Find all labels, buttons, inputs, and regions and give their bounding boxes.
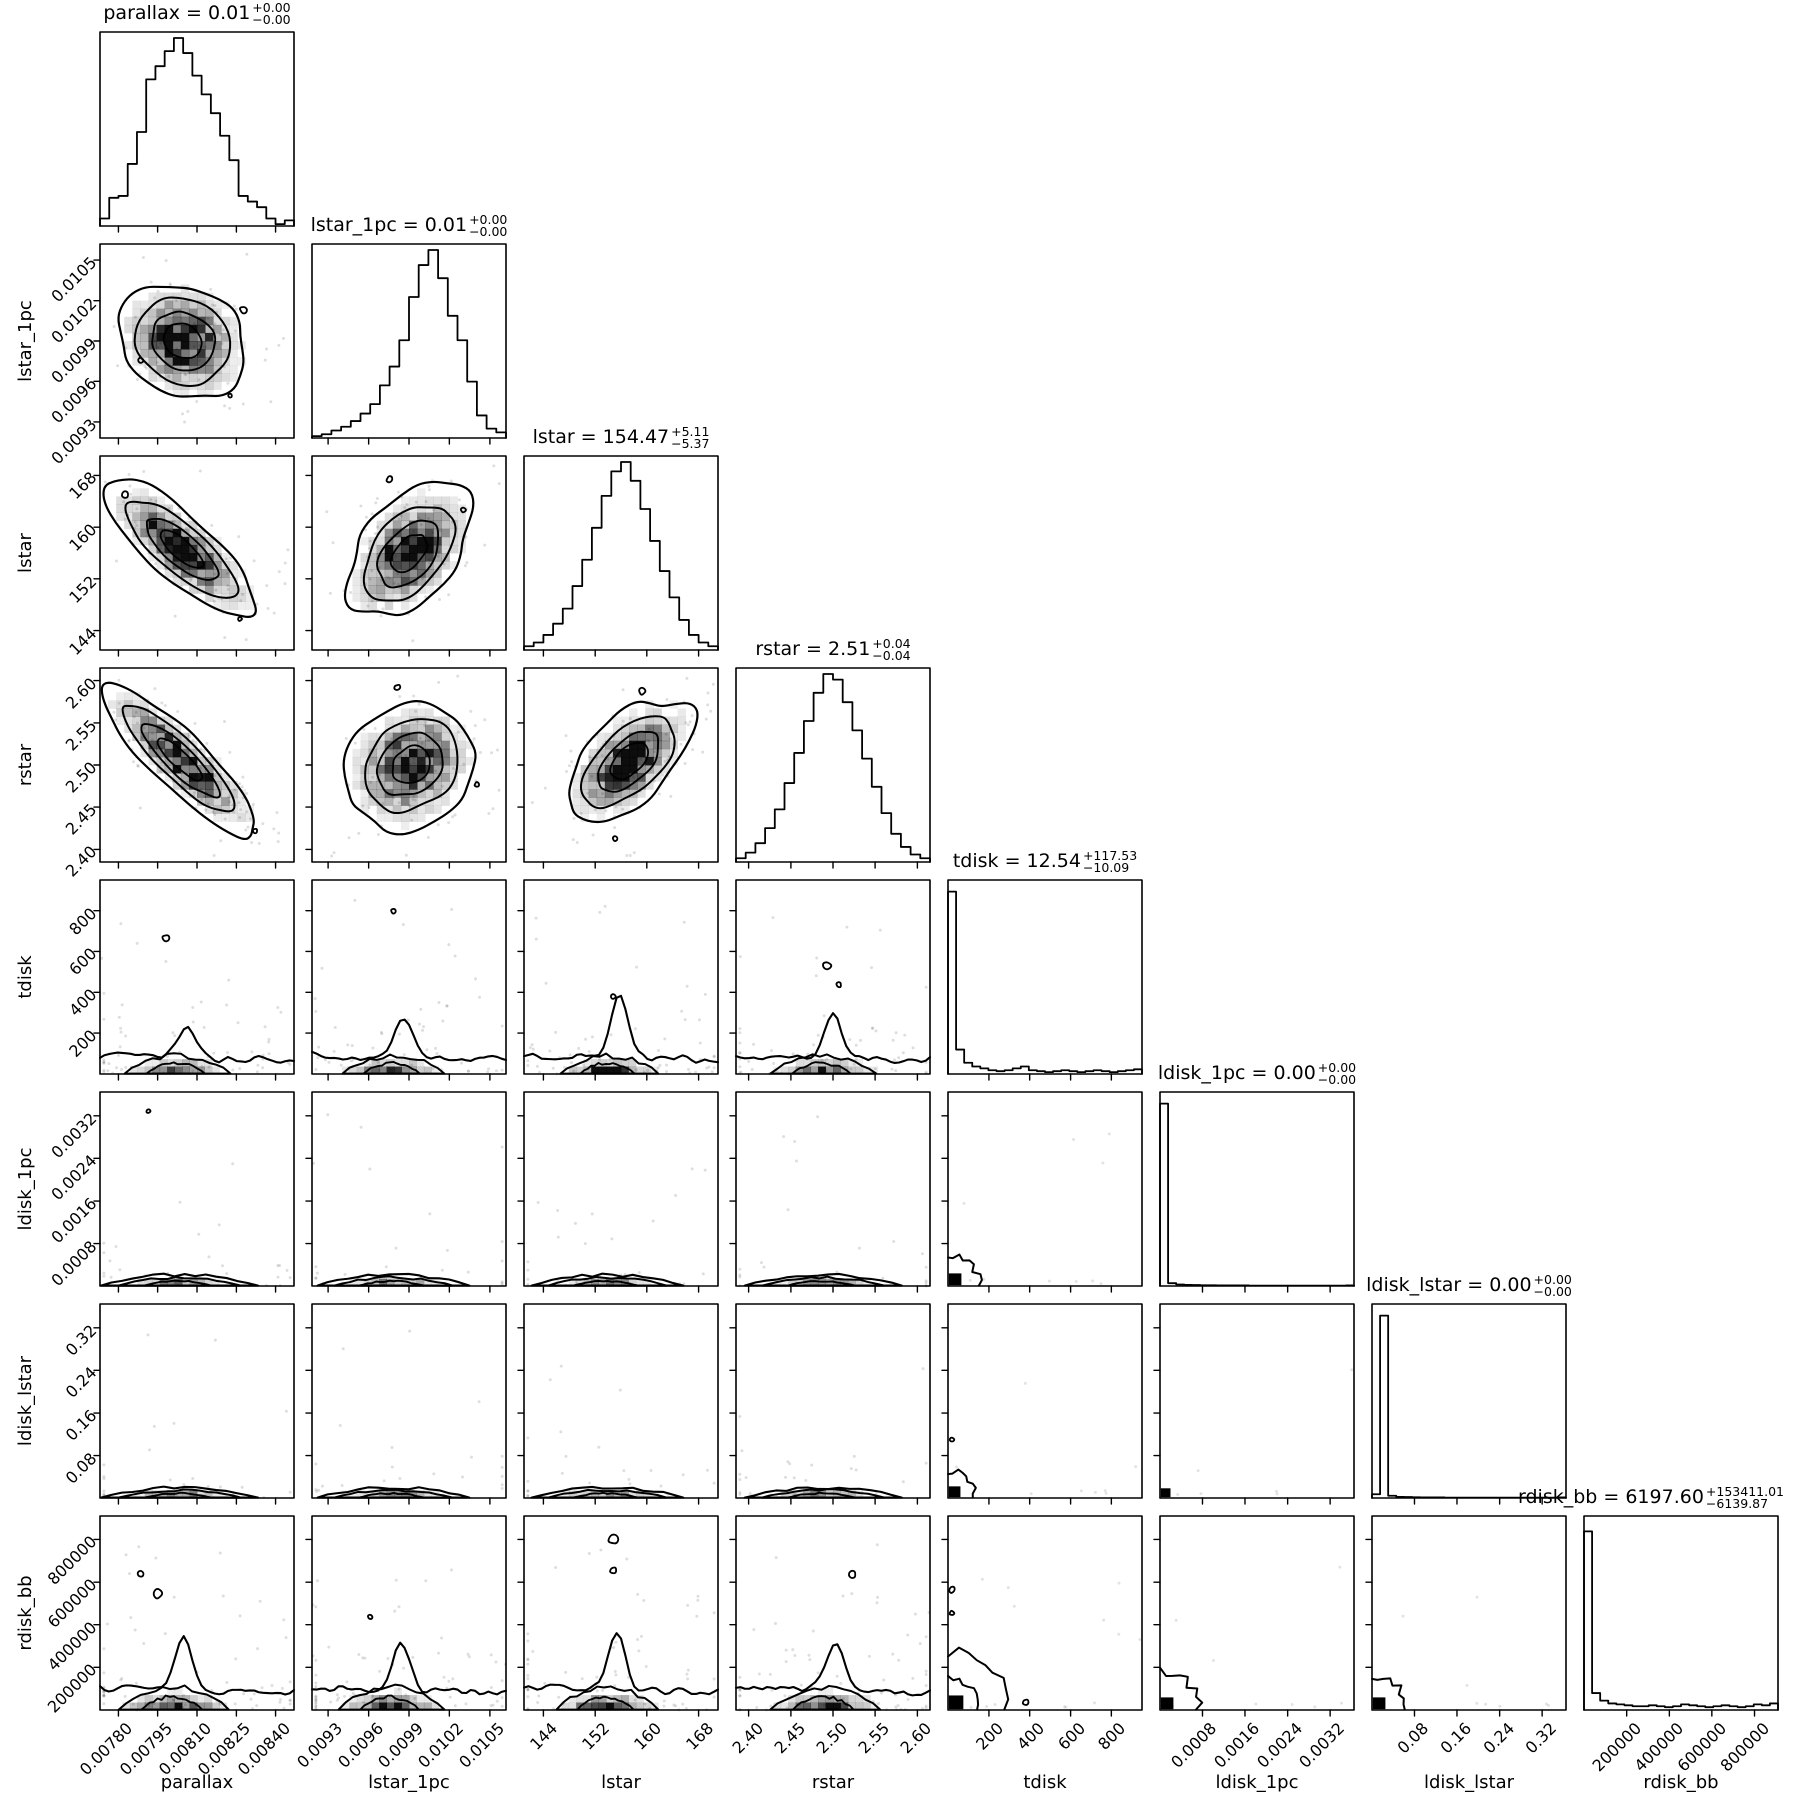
minus-error-text: −6139.87 xyxy=(1705,1496,1769,1511)
density-panel-lstar-vs-ldisk_1pc xyxy=(516,1090,726,1300)
density-panel-tdisk-vs-ldisk_lstar xyxy=(940,1302,1150,1512)
density-panel-lstar_1pc-vs-rdisk_bb xyxy=(304,1514,514,1724)
param-uncertainty-stack: +117.53 −10.09 xyxy=(1082,848,1138,875)
density-panel-parallax-vs-ldisk_lstar xyxy=(92,1302,302,1512)
density-panel-tdisk-vs-ldisk_1pc xyxy=(940,1090,1150,1300)
hist-panel-rstar xyxy=(728,666,938,876)
param-title-text: tdisk = 12.54 xyxy=(952,850,1081,872)
plus-error-text: +0.00 xyxy=(1533,1272,1572,1287)
minus-error-text: −10.09 xyxy=(1082,860,1130,875)
param-title-text: rstar = 2.51 xyxy=(755,638,871,660)
density-panel-rstar-vs-tdisk xyxy=(728,878,938,1088)
plus-error-text: +0.04 xyxy=(872,636,911,651)
hist-panel-lstar_1pc xyxy=(304,242,514,452)
param-title-text: parallax = 0.01 xyxy=(103,2,251,24)
hist-panel-lstar xyxy=(516,454,726,664)
plus-error-text: +117.53 xyxy=(1082,848,1138,863)
param-title-lstar: lstar = 154.47 +5.11 −5.37 xyxy=(483,424,759,451)
minus-error-text: −0.00 xyxy=(469,224,508,239)
plus-error-text: +5.11 xyxy=(671,424,710,439)
density-panel-parallax-vs-tdisk xyxy=(92,878,302,1088)
density-panel-lstar-vs-rstar xyxy=(516,666,726,876)
minus-error-text: −0.00 xyxy=(252,12,291,27)
density-panel-parallax-vs-lstar_1pc xyxy=(92,242,302,452)
plus-error-text: +0.00 xyxy=(1317,1060,1357,1075)
param-title-ldisk_lstar: ldisk_lstar = 0.00 +0.00 −0.00 xyxy=(1331,1272,1607,1299)
hist-panel-rdisk_bb xyxy=(1576,1514,1786,1724)
density-panel-ldisk_1pc-vs-ldisk_lstar xyxy=(1152,1302,1362,1512)
param-uncertainty-stack: +0.00 −0.00 xyxy=(469,212,508,239)
density-panel-parallax-vs-rstar xyxy=(92,666,302,876)
param-title-lstar_1pc: lstar_1pc = 0.01 +0.00 −0.00 xyxy=(271,212,547,239)
hist-panel-parallax xyxy=(92,30,302,240)
density-panel-lstar-vs-rdisk_bb xyxy=(516,1514,726,1724)
density-panel-rstar-vs-ldisk_1pc xyxy=(728,1090,938,1300)
param-uncertainty-stack: +0.00 −0.00 xyxy=(1317,1060,1357,1087)
minus-error-text: −0.00 xyxy=(1317,1072,1357,1087)
hist-panel-tdisk xyxy=(940,878,1150,1088)
param-title-text: lstar_1pc = 0.01 xyxy=(310,214,468,236)
hist-panel-ldisk_lstar xyxy=(1364,1302,1574,1512)
param-title-ldisk_1pc: ldisk_1pc = 0.00 +0.00 −0.00 xyxy=(1119,1060,1395,1087)
density-panel-lstar_1pc-vs-rstar xyxy=(304,666,514,876)
x-axis-label-ldisk_lstar: ldisk_lstar xyxy=(1423,1772,1515,1793)
plus-error-text: +0.00 xyxy=(469,212,508,227)
density-panel-ldisk_1pc-vs-rdisk_bb xyxy=(1152,1514,1362,1724)
x-axis-label-ldisk_1pc: ldisk_1pc xyxy=(1215,1772,1299,1793)
x-axis-label-rstar: rstar xyxy=(811,1772,855,1793)
param-uncertainty-stack: +0.00 −0.00 xyxy=(1533,1272,1572,1299)
param-uncertainty-stack: +0.00 −0.00 xyxy=(252,0,291,27)
x-axis-label-lstar_1pc: lstar_1pc xyxy=(368,1772,450,1793)
density-panel-lstar_1pc-vs-ldisk_lstar xyxy=(304,1302,514,1512)
x-axis-label-tdisk: tdisk xyxy=(1023,1772,1067,1793)
minus-error-text: −0.04 xyxy=(872,648,911,663)
param-title-text: ldisk_1pc = 0.00 xyxy=(1157,1062,1316,1084)
x-axis-label-parallax: parallax xyxy=(160,1772,234,1793)
density-panel-parallax-vs-ldisk_1pc xyxy=(92,1090,302,1300)
density-panel-lstar_1pc-vs-lstar xyxy=(304,454,514,664)
density-panel-lstar_1pc-vs-ldisk_1pc xyxy=(304,1090,514,1300)
minus-error-text: −0.00 xyxy=(1533,1284,1572,1299)
density-panel-parallax-vs-rdisk_bb xyxy=(92,1514,302,1724)
density-panel-ldisk_lstar-vs-rdisk_bb xyxy=(1364,1514,1574,1724)
plus-error-text: +153411.01 xyxy=(1705,1484,1784,1499)
density-panel-lstar-vs-tdisk xyxy=(516,878,726,1088)
param-title-text: ldisk_lstar = 0.00 xyxy=(1366,1274,1532,1296)
param-title-tdisk: tdisk = 12.54 +117.53 −10.09 xyxy=(907,848,1183,875)
hist-panel-ldisk_1pc xyxy=(1152,1090,1362,1300)
density-panel-rstar-vs-ldisk_lstar xyxy=(728,1302,938,1512)
x-axis-label-lstar: lstar xyxy=(601,1772,641,1793)
x-axis-label-rdisk_bb: rdisk_bb xyxy=(1643,1772,1719,1793)
minus-error-text: −5.37 xyxy=(671,436,710,451)
param-uncertainty-stack: +153411.01 −6139.87 xyxy=(1705,1484,1784,1511)
param-title-text: lstar = 154.47 xyxy=(532,426,670,448)
param-uncertainty-stack: +5.11 −5.37 xyxy=(671,424,710,451)
param-title-rstar: rstar = 2.51 +0.04 −0.04 xyxy=(695,636,971,663)
density-panel-tdisk-vs-rdisk_bb xyxy=(940,1514,1150,1724)
plus-error-text: +0.00 xyxy=(252,0,291,15)
param-title-parallax: parallax = 0.01 +0.00 −0.00 xyxy=(59,0,335,27)
density-panel-rstar-vs-rdisk_bb xyxy=(728,1514,938,1724)
density-panel-lstar-vs-ldisk_lstar xyxy=(516,1302,726,1512)
density-panel-lstar_1pc-vs-tdisk xyxy=(304,878,514,1088)
param-uncertainty-stack: +0.04 −0.04 xyxy=(872,636,911,663)
density-panel-parallax-vs-lstar xyxy=(92,454,302,664)
